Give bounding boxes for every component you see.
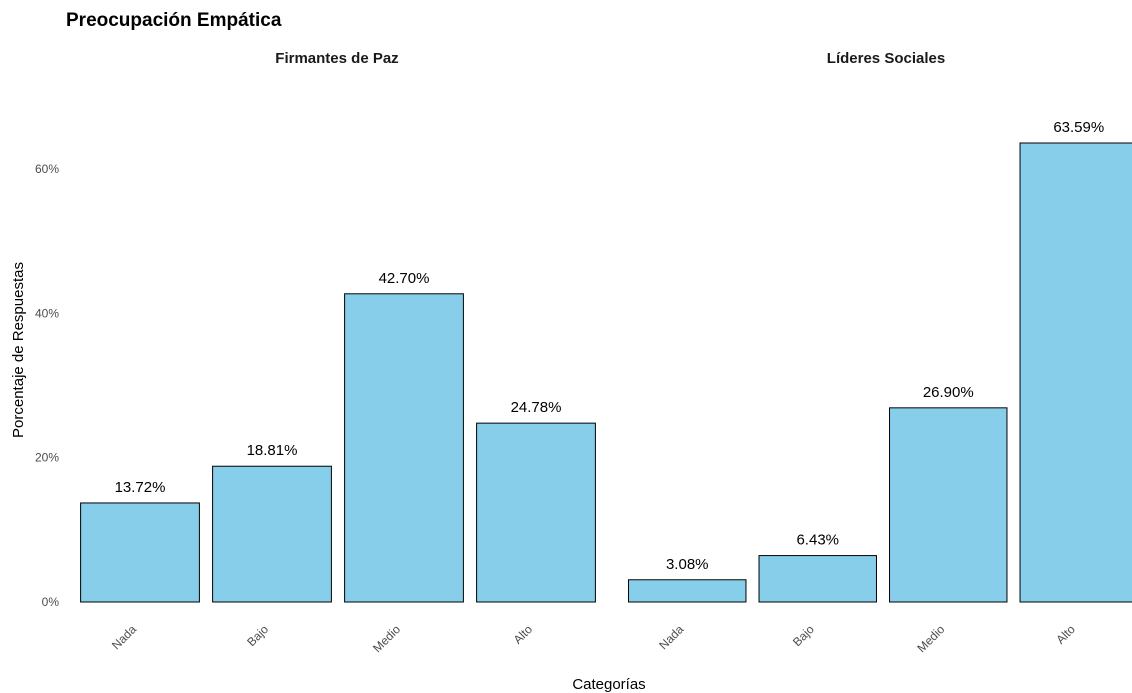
bar-value-label: 42.70% — [379, 270, 430, 287]
chart-title: Preocupación Empática — [66, 10, 282, 31]
y-tick-label: 0% — [42, 595, 60, 609]
facet-panels: Firmantes de Paz 13.72% Nada 18.81% Bajo 42.7… — [80, 50, 1132, 655]
facet-panel: Líderes Sociales 3.08% Nada 6.43% Bajo 26.90%… — [628, 50, 1132, 655]
bar-value-label: 18.81% — [247, 442, 298, 459]
x-tick-label: Medio — [370, 622, 403, 655]
facet-title: Firmantes de Paz — [275, 50, 398, 67]
bar-value-label: 24.78% — [511, 399, 562, 416]
bar-value-label: 3.08% — [666, 556, 709, 573]
x-tick-label: Medio — [914, 622, 947, 655]
x-tick-label: Nada — [109, 622, 139, 652]
bar-value-label: 6.43% — [796, 532, 839, 549]
bar — [758, 555, 877, 603]
y-tick-label: 60% — [35, 162, 59, 176]
bar-value-label: 13.72% — [115, 479, 166, 496]
bar — [889, 407, 1008, 603]
bar-value-label: 63.59% — [1053, 119, 1104, 136]
bar — [1019, 142, 1132, 603]
x-axis-title: Categorías — [572, 676, 645, 693]
bar — [80, 502, 200, 603]
bar-value-label: 26.90% — [923, 384, 974, 401]
y-tick-label: 40% — [35, 306, 59, 320]
x-tick-label: Bajo — [790, 622, 817, 649]
facet-panel: Firmantes de Paz 13.72% Nada 18.81% Bajo 42.7… — [80, 50, 596, 655]
y-axis-title: Porcentaje de Respuestas — [10, 262, 27, 438]
bar — [628, 579, 747, 603]
facet-title: Líderes Sociales — [827, 50, 945, 67]
y-axis: 0% 20% 40% 60% — [35, 162, 59, 609]
bar — [212, 465, 332, 603]
bar — [344, 293, 464, 603]
bar — [476, 422, 596, 603]
x-tick-label: Alto — [1053, 622, 1078, 647]
x-tick-label: Nada — [656, 622, 686, 652]
x-tick-label: Alto — [511, 622, 536, 647]
x-tick-label: Bajo — [244, 622, 271, 649]
y-tick-label: 20% — [35, 451, 59, 465]
